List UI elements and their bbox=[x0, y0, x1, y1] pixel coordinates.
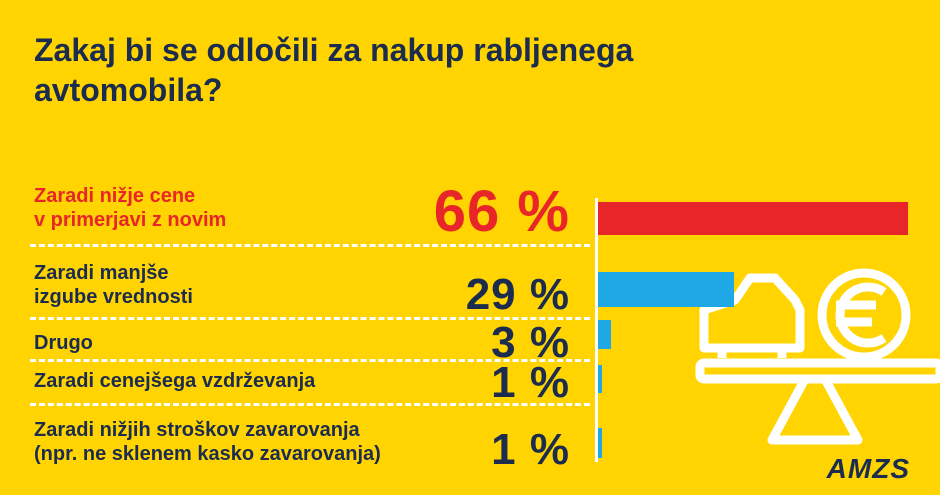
bar bbox=[597, 365, 602, 393]
bar bbox=[597, 320, 612, 349]
bar bbox=[597, 202, 908, 235]
row-separator bbox=[30, 403, 590, 406]
row-separator bbox=[30, 244, 590, 247]
chart-axis bbox=[595, 198, 598, 462]
value-label: 1 % bbox=[491, 425, 570, 474]
car-icon bbox=[699, 273, 805, 358]
value-label: 3 % bbox=[491, 318, 570, 367]
category-label: Zaradi nižjih stroškov zavarovanja (npr.… bbox=[34, 419, 381, 465]
balance-scale-icon bbox=[695, 358, 940, 445]
bar bbox=[597, 428, 602, 458]
euro-icon bbox=[817, 268, 911, 362]
category-label: Zaradi cenejšega vzdrževanja bbox=[34, 370, 316, 392]
value-label: 1 % bbox=[491, 358, 570, 407]
category-label: Zaradi nižje cene v primerjavi z novim bbox=[34, 185, 227, 231]
chart-title: Zakaj bi se odločili za nakup rabljenega… bbox=[34, 32, 634, 108]
brand-logo: AMZS bbox=[826, 453, 910, 484]
bar bbox=[597, 272, 734, 307]
row-separator bbox=[30, 359, 590, 362]
value-label: 66 % bbox=[433, 179, 570, 244]
category-label: Zaradi manjše izgube vrednosti bbox=[34, 262, 193, 308]
value-label: 29 % bbox=[465, 270, 570, 319]
category-label: Drugo bbox=[34, 332, 93, 354]
row-separator bbox=[30, 317, 590, 320]
